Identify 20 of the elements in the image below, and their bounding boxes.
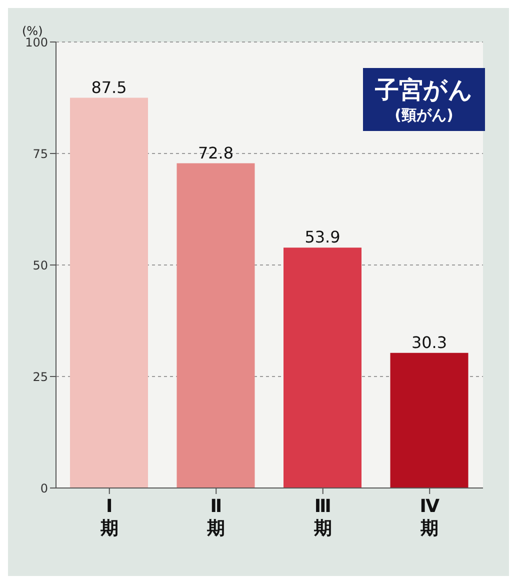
bar [70, 98, 148, 488]
data-label: 72.8 [198, 143, 234, 162]
bar [284, 248, 362, 488]
x-tick-label: Ⅳ期 [420, 496, 440, 539]
title-box: 子宮がん (頸がん) [363, 68, 485, 131]
bar [176, 163, 255, 488]
data-label: 30.3 [411, 332, 448, 352]
y-tick-label: 50 [32, 258, 48, 272]
x-tick-label: Ⅲ期 [312, 496, 332, 539]
y-tick-label: 75 [32, 146, 48, 161]
annotation: 子宮がん [375, 75, 473, 106]
annotation: (頸がん) [394, 106, 454, 125]
x-tick-label: Ⅱ期 [206, 496, 226, 539]
data-label: 53.9 [304, 228, 340, 247]
data-label: 87.5 [91, 78, 127, 97]
y-tick-label: 25 [32, 370, 48, 384]
x-tick-label: Ⅰ期 [99, 496, 118, 539]
bar [390, 352, 468, 488]
y-tick-label: 0 [40, 481, 48, 496]
y-axis-title: (%) [22, 24, 43, 38]
